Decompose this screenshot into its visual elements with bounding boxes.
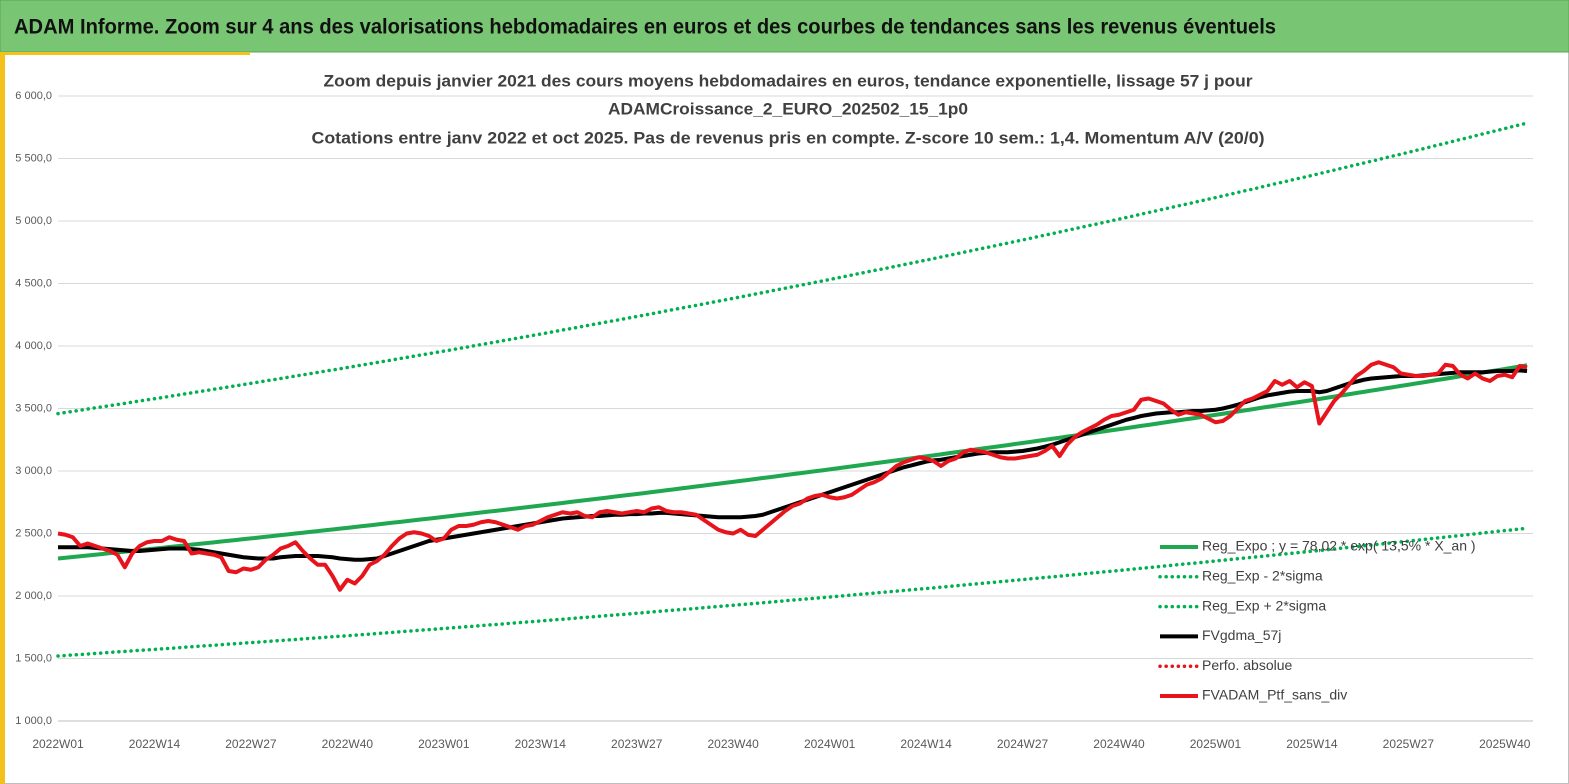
chart-title: Cotations entre janv 2022 et oct 2025. P… (312, 128, 1265, 147)
x-tick-label: 2022W40 (322, 737, 374, 751)
x-tick-label: 2023W40 (707, 737, 759, 751)
legend-label: FVgdma_57j (1202, 627, 1281, 643)
legend-label: Reg_Expo ; y = 78,02 * exp( 13,5% * X_an… (1202, 538, 1476, 554)
x-tick-label: 2024W01 (804, 737, 856, 751)
y-tick-label: 1 500,0 (15, 652, 52, 664)
series-line (56, 121, 1529, 416)
x-tick-label: 2022W01 (32, 737, 84, 751)
legend-label: Perfo. absolue (1202, 657, 1292, 673)
y-tick-label: 4 500,0 (15, 277, 52, 289)
y-tick-label: 1 000,0 (15, 715, 52, 727)
x-tick-label: 2025W27 (1383, 737, 1435, 751)
legend-label: FVADAM_Ptf_sans_div (1202, 687, 1347, 703)
x-tick-label: 2024W14 (900, 737, 952, 751)
y-tick-label: 5 500,0 (15, 152, 52, 164)
header-bar (0, 0, 1569, 53)
series-line (57, 363, 1528, 561)
x-tick-label: 2022W27 (225, 737, 277, 751)
x-tick-label: 2024W40 (1093, 737, 1145, 751)
x-tick-label: 2025W01 (1190, 737, 1242, 751)
y-tick-label: 4 000,0 (15, 340, 52, 352)
x-tick-label: 2024W27 (997, 737, 1049, 751)
y-tick-label: 2 000,0 (15, 590, 52, 602)
y-tick-label: 6 000,0 (15, 90, 52, 102)
series-line (57, 360, 1528, 592)
x-tick-label: 2025W40 (1479, 737, 1531, 751)
y-tick-label: 2 500,0 (15, 527, 52, 539)
x-tick-label: 2023W27 (611, 737, 663, 751)
legend-label: Reg_Exp - 2*sigma (1202, 568, 1323, 584)
chart-title: Zoom depuis janvier 2021 des cours moyen… (324, 71, 1253, 90)
y-tick-label: 5 000,0 (15, 215, 52, 227)
y-tick-label: 3 000,0 (15, 465, 52, 477)
page-title: ADAM Informe. Zoom sur 4 ans des valoris… (14, 16, 1276, 39)
x-tick-label: 2023W14 (515, 737, 567, 751)
legend-label: Reg_Exp + 2*sigma (1202, 597, 1326, 613)
series-line (56, 526, 1529, 658)
x-tick-label: 2022W14 (129, 737, 181, 751)
y-tick-label: 3 500,0 (15, 402, 52, 414)
x-tick-label: 2023W01 (418, 737, 470, 751)
accent (0, 52, 5, 784)
chart-title: ADAMCroissance_2_EURO_202502_15_1p0 (608, 99, 968, 118)
accent (0, 52, 250, 55)
x-tick-label: 2025W14 (1286, 737, 1338, 751)
